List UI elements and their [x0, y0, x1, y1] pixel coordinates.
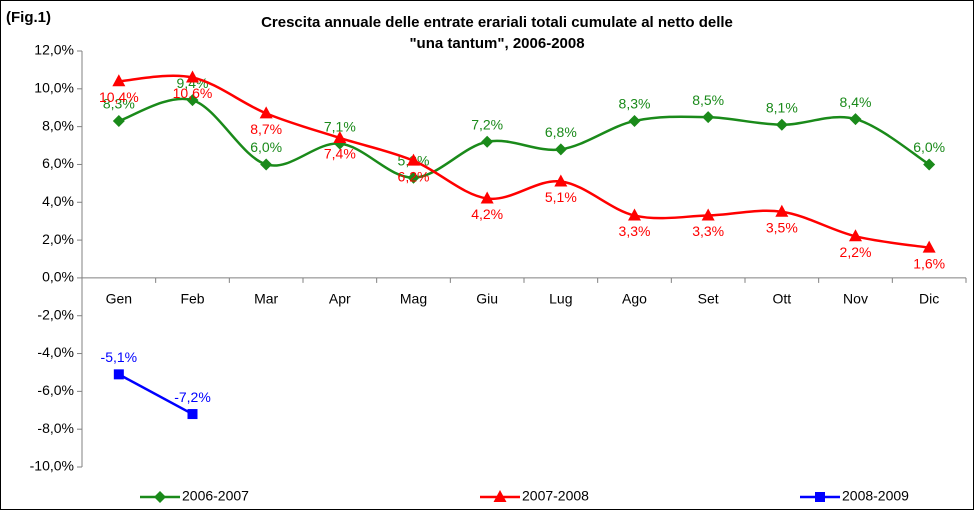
x-tick-label: Apr — [329, 291, 351, 307]
data-label: 5,1% — [545, 189, 577, 205]
y-tick-label: -10,0% — [30, 458, 74, 474]
figure-label: (Fig.1) — [6, 9, 51, 26]
point-marker — [186, 70, 199, 83]
x-tick-label: Mag — [400, 291, 427, 307]
point-marker — [922, 240, 936, 253]
y-tick-label: -8,0% — [37, 420, 74, 436]
x-tick-label: Set — [698, 291, 719, 307]
legend-label: 2006-2007 — [182, 488, 249, 504]
y-tick-label: -4,0% — [37, 344, 74, 360]
point-marker — [260, 158, 273, 171]
point-marker — [554, 174, 568, 187]
data-label: 8,5% — [692, 92, 724, 108]
y-tick-label: 10,0% — [34, 80, 74, 96]
y-tick-label: 6,0% — [42, 155, 74, 171]
data-label: 7,4% — [324, 146, 356, 162]
point-marker — [480, 191, 494, 204]
data-label: -5,1% — [101, 349, 138, 365]
point-marker — [775, 118, 788, 131]
data-label: 1,6% — [913, 255, 945, 271]
chart-title: "una tantum", 2006-2008 — [409, 35, 584, 52]
data-label: 8,3% — [103, 96, 135, 112]
data-label: 6,0% — [913, 139, 945, 155]
y-tick-label: -6,0% — [37, 382, 74, 398]
x-tick-label: Ott — [772, 291, 791, 307]
point-marker — [923, 158, 936, 171]
data-label: 3,3% — [619, 223, 651, 239]
point-marker — [259, 106, 273, 119]
point-marker — [407, 171, 420, 184]
y-tick-label: 2,0% — [42, 231, 74, 247]
point-marker — [628, 208, 641, 221]
point-marker — [112, 114, 125, 127]
legend-marker — [815, 492, 825, 502]
point-marker — [849, 229, 862, 242]
data-label: 8,7% — [250, 121, 282, 137]
point-marker — [407, 153, 420, 166]
point-marker — [186, 94, 199, 107]
point-marker — [701, 208, 715, 221]
x-tick-label: Gen — [106, 291, 132, 307]
x-tick-label: Nov — [843, 291, 868, 307]
point-marker — [702, 111, 715, 124]
x-tick-label: Giu — [476, 291, 498, 307]
legend-marker — [154, 491, 166, 503]
y-tick-label: -2,0% — [37, 306, 74, 322]
data-label: 6,8% — [545, 124, 577, 140]
data-label: 7,1% — [324, 118, 356, 134]
data-label: 6,2% — [398, 168, 430, 184]
y-tick-label: 0,0% — [42, 269, 74, 285]
point-marker — [113, 369, 124, 380]
point-marker — [775, 204, 789, 217]
data-label: 3,5% — [766, 219, 798, 235]
data-label: 8,4% — [840, 94, 872, 110]
data-label: 8,3% — [619, 96, 651, 112]
x-tick-label: Dic — [919, 291, 939, 307]
legend-label: 2008-2009 — [842, 488, 909, 504]
point-marker — [628, 114, 641, 127]
data-label: 10,6% — [173, 85, 213, 101]
data-label: 6,0% — [250, 139, 282, 155]
point-marker — [333, 130, 347, 143]
series-line — [118, 373, 194, 416]
data-label: 3,3% — [692, 223, 724, 239]
point-marker — [481, 135, 494, 148]
x-tick-label: Feb — [180, 291, 204, 307]
chart-title: Crescita annuale delle entrate erariali … — [261, 14, 733, 31]
y-tick-label: 4,0% — [42, 193, 74, 209]
point-marker — [112, 74, 126, 87]
x-tick-label: Lug — [549, 291, 572, 307]
y-tick-label: 8,0% — [42, 117, 74, 133]
data-label: 7,2% — [471, 116, 503, 132]
legend-marker — [493, 490, 507, 502]
data-label: 8,1% — [766, 99, 798, 115]
x-tick-label: Mar — [254, 291, 278, 307]
point-marker — [554, 143, 567, 156]
legend-label: 2007-2008 — [522, 488, 589, 504]
data-label: 10,4% — [99, 89, 139, 105]
data-label: 4,2% — [471, 206, 503, 222]
y-tick-label: 12,0% — [34, 42, 74, 58]
point-marker — [849, 113, 862, 126]
data-label: 2,2% — [840, 244, 872, 260]
point-marker — [187, 409, 198, 420]
x-tick-label: Ago — [622, 291, 647, 307]
data-label: -7,2% — [174, 389, 211, 405]
